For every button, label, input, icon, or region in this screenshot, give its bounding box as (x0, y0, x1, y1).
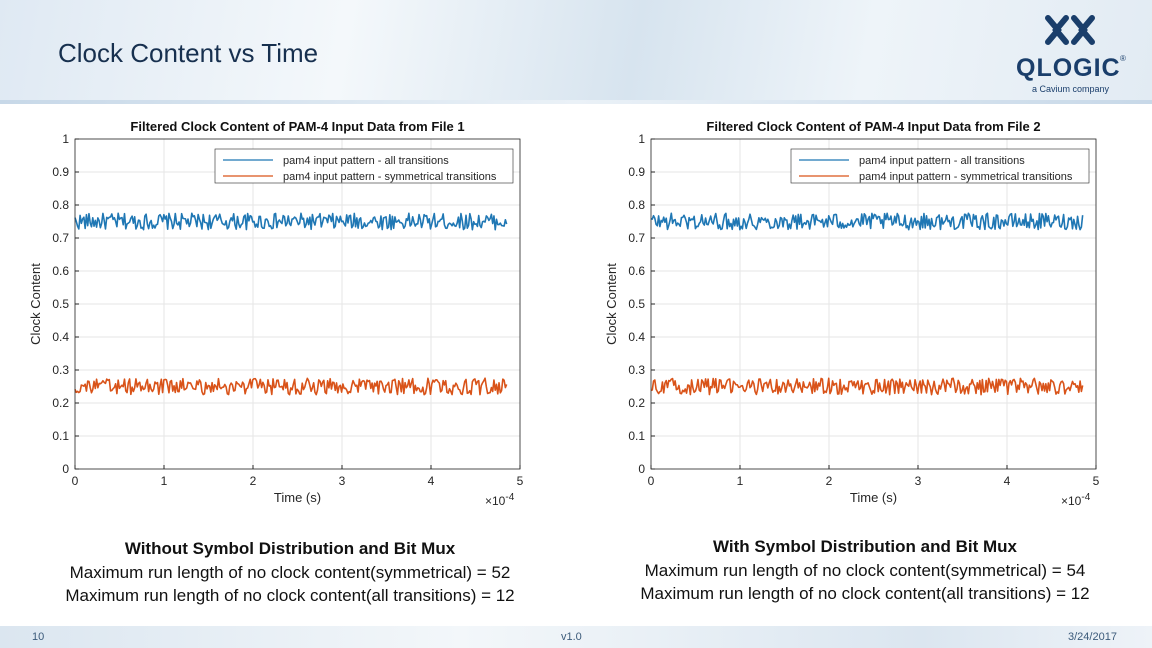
caption-line-all-transitions: Maximum run length of no clock content(a… (640, 584, 1090, 603)
page-number: 10 (32, 631, 45, 643)
x-tick-label: 0 (72, 474, 79, 488)
x-tick-label: 2 (250, 474, 257, 488)
y-tick-label: 0.2 (628, 396, 645, 410)
y-axis-label: Clock Content (28, 263, 43, 345)
page-title: Clock Content vs Time (58, 38, 319, 68)
y-tick-label: 0.4 (52, 330, 69, 344)
series-line-symmetrical (74, 377, 508, 396)
slide-header: Clock Content vs Time QLOGIC ® a Cavium … (0, 0, 1152, 104)
caption-line-all-transitions: Maximum run length of no clock content(a… (65, 586, 515, 605)
logo-tagline: a Cavium company (1032, 84, 1110, 94)
y-tick-label: 1 (638, 132, 645, 146)
caption-right: With Symbol Distribution and Bit Mux Max… (585, 535, 1145, 606)
y-tick-label: 0.6 (52, 264, 69, 278)
y-tick-label: 0.1 (52, 429, 69, 443)
x-exponent-label: ×10-4 (1061, 492, 1091, 508)
series-line-symmetrical (650, 377, 1084, 396)
legend-entry: pam4 input pattern - all transitions (859, 155, 1025, 167)
y-axis-label: Clock Content (604, 263, 619, 345)
logo-registered: ® (1120, 54, 1126, 63)
y-tick-label: 0.6 (628, 264, 645, 278)
y-tick-label: 0.7 (52, 231, 69, 245)
date-label: 3/24/2017 (1068, 631, 1117, 643)
chart-title: Filtered Clock Content of PAM-4 Input Da… (130, 119, 464, 134)
qlogic-logo: QLOGIC ® a Cavium company (1010, 14, 1135, 98)
legend-box (790, 148, 1090, 184)
x-tick-label: 3 (339, 474, 346, 488)
x-tick-label: 0 (648, 474, 655, 488)
y-tick-label: 0.2 (52, 396, 69, 410)
x-tick-label: 5 (1093, 474, 1100, 488)
y-tick-label: 0.9 (52, 165, 69, 179)
series-line-all-transitions (650, 212, 1084, 231)
y-tick-label: 0.8 (628, 198, 645, 212)
qlogic-mark-icon (1045, 15, 1095, 45)
chart-title: Filtered Clock Content of PAM-4 Input Da… (706, 119, 1040, 134)
y-tick-label: 0.7 (628, 231, 645, 245)
x-tick-label: 1 (161, 474, 168, 488)
y-tick-label: 0 (638, 462, 645, 476)
chart-file-2: 0 0.1 0.2 0.3 0.4 0.5 0.6 0.7 0.8 0.9 1 0 1 2 3 4 5×10-4… (604, 119, 1100, 508)
caption-heading: With Symbol Distribution and Bit Mux (713, 537, 1017, 556)
caption-line-symmetrical: Maximum run length of no clock content(s… (69, 562, 511, 582)
caption-line-symmetrical: Maximum run length of no clock content(s… (644, 560, 1086, 580)
x-axis-label: Time (s) (850, 490, 897, 505)
caption-left: Without Symbol Distribution and Bit Mux … (10, 537, 570, 608)
x-tick-label: 4 (1004, 474, 1011, 488)
chart-file-1: 0 0.1 0.2 0.3 0.4 0.5 0.6 0.7 0.8 0.9 1 0 1 2 3 4 5×10-4… (28, 119, 524, 508)
x-tick-label: 4 (428, 474, 435, 488)
y-tick-label: 0 (62, 462, 69, 476)
x-tick-label: 2 (826, 474, 833, 488)
version-label: v1.0 (561, 631, 582, 643)
x-axis-label: Time (s) (274, 490, 321, 505)
slide-footer: 10 v1.0 3/24/2017 (0, 626, 1152, 648)
y-tick-label: 0.5 (52, 297, 69, 311)
y-tick-label: 0.5 (628, 297, 645, 311)
y-tick-label: 0.3 (628, 363, 645, 377)
legend-entry: pam4 input pattern - all transitions (283, 155, 449, 167)
legend-entry: pam4 input pattern - symmetrical transit… (859, 171, 1073, 183)
legend-box (214, 148, 514, 184)
x-exponent-label: ×10-4 (485, 492, 515, 508)
y-tick-label: 0.9 (628, 165, 645, 179)
x-tick-label: 5 (517, 474, 524, 488)
logo-wordmark: QLOGIC (1016, 54, 1121, 82)
x-tick-label: 1 (737, 474, 744, 488)
y-tick-label: 0.1 (628, 429, 645, 443)
y-tick-label: 0.8 (52, 198, 69, 212)
caption-heading: Without Symbol Distribution and Bit Mux (124, 539, 456, 558)
y-tick-label: 1 (62, 132, 69, 146)
y-tick-label: 0.3 (52, 363, 69, 377)
y-tick-label: 0.4 (628, 330, 645, 344)
series-line-all-transitions (74, 212, 508, 231)
x-tick-label: 3 (915, 474, 922, 488)
legend-entry: pam4 input pattern - symmetrical transit… (283, 171, 497, 183)
